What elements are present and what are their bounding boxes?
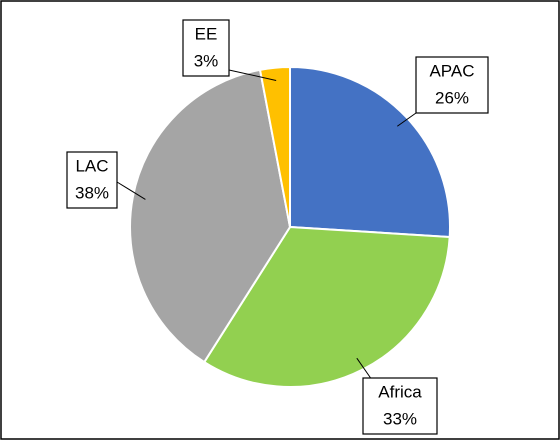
leader-line: [356, 357, 373, 381]
label-box: [415, 56, 489, 114]
pie-slice: [258, 65, 291, 228]
pie-slice: [289, 65, 451, 239]
leader-line: [116, 181, 146, 200]
label-box: [362, 377, 438, 435]
label-value: 26%: [435, 88, 469, 107]
label-box: [66, 151, 118, 209]
label-category: LAC: [75, 156, 108, 175]
label-value: 3%: [194, 51, 219, 70]
label-value: 38%: [75, 183, 109, 202]
label-category: APAC: [429, 61, 474, 80]
leader-line: [397, 112, 417, 127]
pie-slice: [129, 68, 292, 364]
label-category: EE: [195, 24, 218, 43]
label-value: 33%: [383, 409, 417, 428]
label-box: [182, 19, 230, 77]
leader-line: [228, 69, 277, 81]
label-category: Africa: [378, 382, 422, 401]
